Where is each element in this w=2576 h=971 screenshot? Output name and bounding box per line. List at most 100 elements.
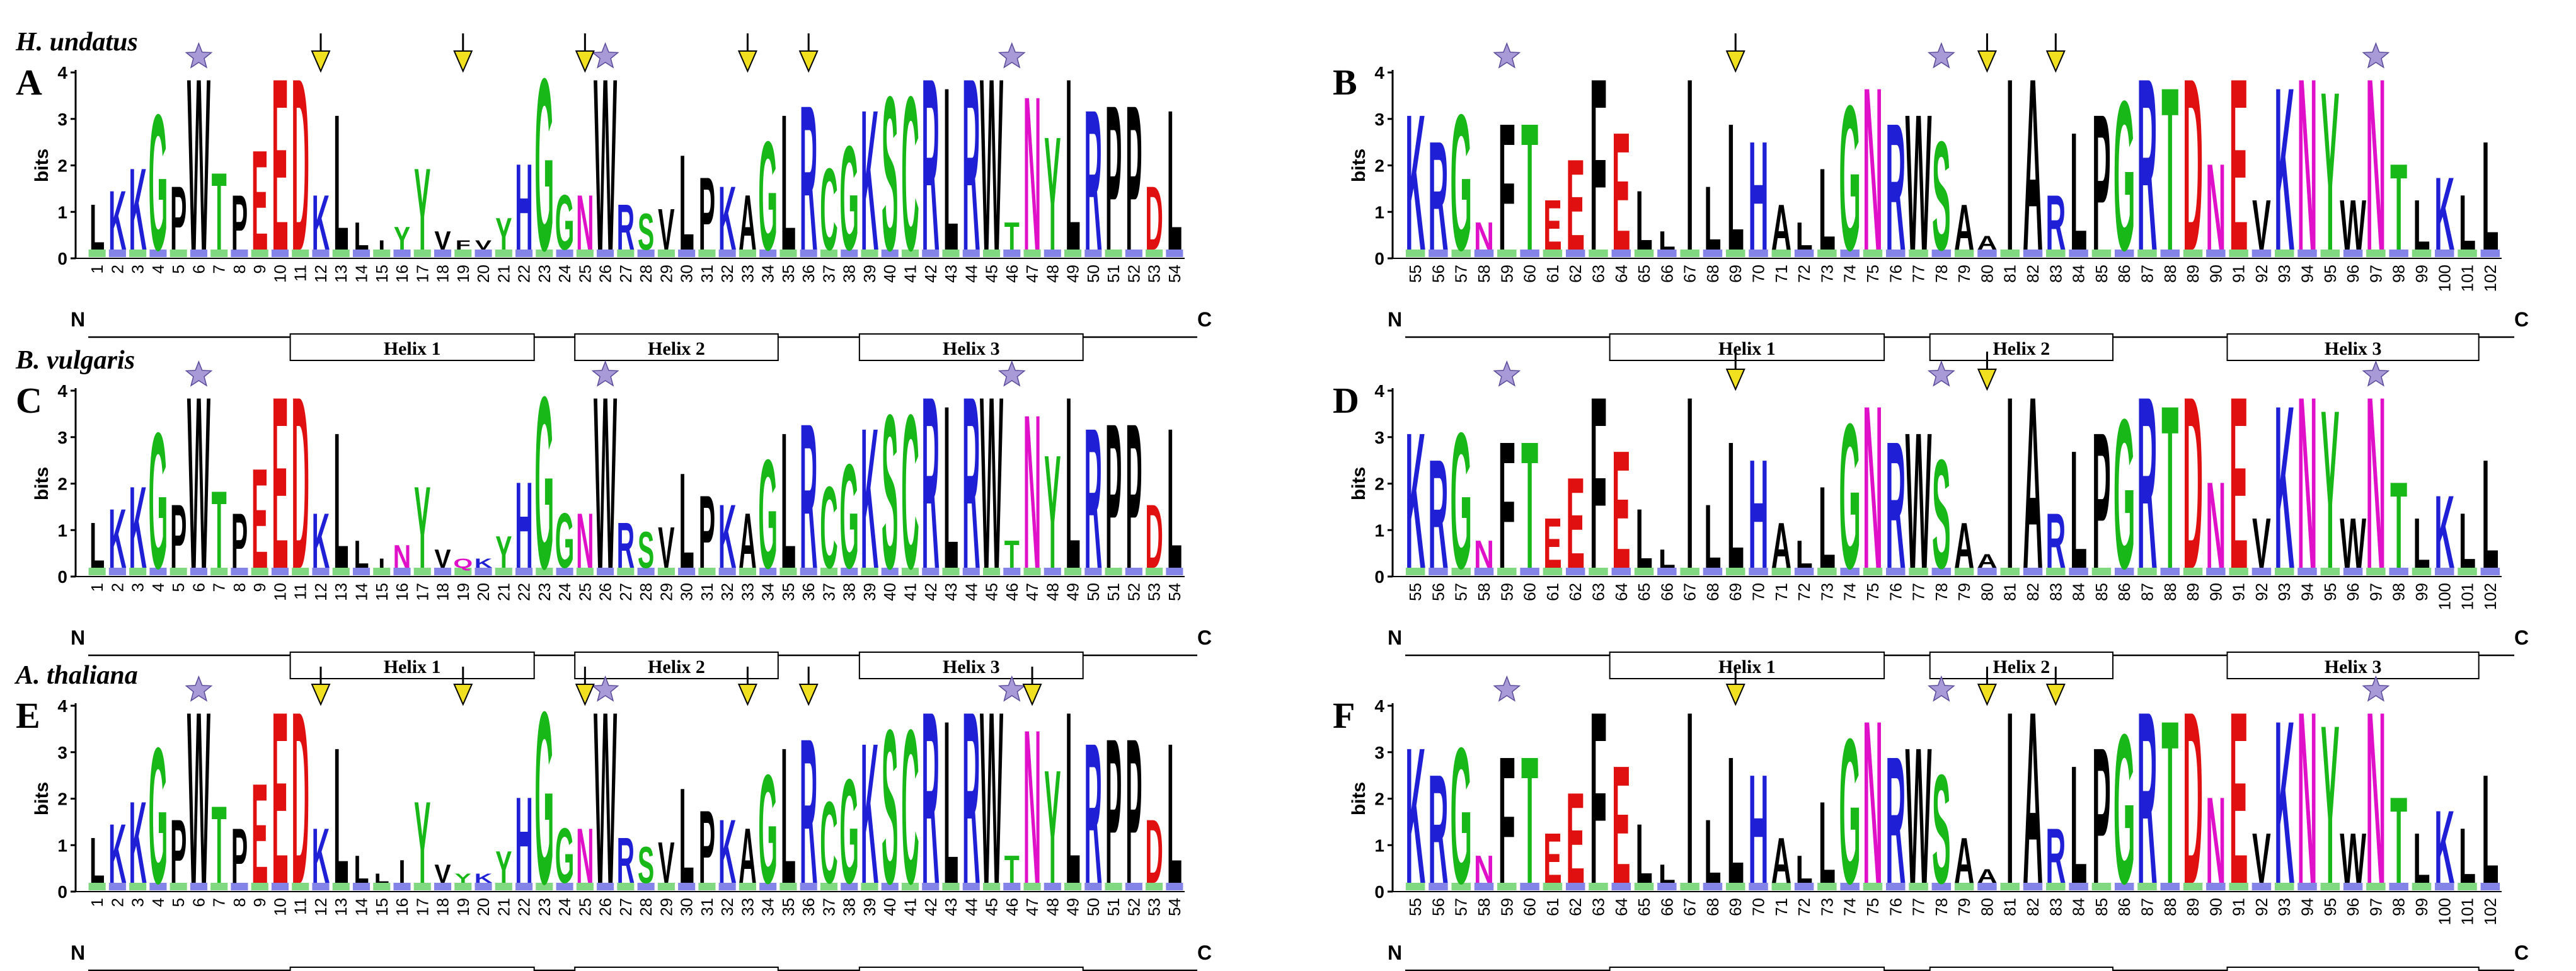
minor-residue-stack (1166, 250, 1183, 257)
position-label: 33 (738, 265, 757, 283)
position-label: 26 (596, 898, 615, 916)
position-label: 62 (1566, 265, 1585, 283)
position-label: 81 (2001, 898, 2020, 916)
helix-label: Helix 3 (943, 338, 1000, 359)
position-label: 89 (2183, 583, 2202, 601)
position-label: 89 (2183, 265, 2202, 283)
minor-residue-stack (129, 250, 147, 257)
minor-residue-stack (2297, 568, 2317, 575)
residue-letter: T (212, 468, 227, 591)
minor-residue-stack (1474, 883, 1494, 890)
residue-letter: I (2006, 660, 2014, 935)
position-label: 28 (636, 583, 655, 601)
position-label: 45 (982, 898, 1001, 916)
position-label: 18 (434, 583, 452, 601)
y-tick-label: 2 (57, 474, 67, 494)
position-label: 27 (616, 898, 635, 916)
position-label: 11 (291, 898, 310, 915)
residue-letter: L (1796, 848, 1813, 892)
position-label: 77 (1909, 898, 1928, 916)
residue-letter: N (576, 813, 594, 899)
residue-letter: C (901, 684, 919, 930)
minor-residue-stack (1611, 250, 1631, 257)
minor-residue-stack (1589, 250, 1608, 257)
minor-residue-stack (1886, 250, 1906, 257)
residue-letter: N (1474, 533, 1494, 577)
residue-letter: L (89, 190, 105, 263)
position-label: 34 (759, 583, 778, 601)
position-label: 9 (250, 265, 269, 273)
position-label: 86 (2115, 583, 2134, 601)
residue-letter: G (1451, 74, 1472, 290)
position-label: 35 (779, 583, 798, 601)
position-label: 60 (1521, 265, 1539, 283)
minor-residue-stack (271, 568, 289, 575)
residue-letter: Q (453, 555, 473, 570)
residue-letter: D (1145, 801, 1163, 902)
minor-residue-stack (2412, 250, 2432, 257)
residue-letter: A (1771, 824, 1791, 897)
residue-letter: L (1819, 777, 1836, 908)
y-tick-label: 3 (1374, 743, 1384, 762)
position-label: 47 (1023, 583, 1042, 601)
minor-residue-stack (373, 250, 391, 257)
minor-residue-stack (901, 883, 919, 890)
position-label: 90 (2206, 898, 2225, 916)
position-label: 49 (1064, 898, 1083, 916)
residue-letter: T (2161, 357, 2178, 618)
residue-letter: N (393, 538, 411, 575)
residue-letter: H (515, 771, 532, 909)
position-label: 94 (2298, 898, 2317, 916)
minor-residue-stack (393, 250, 411, 257)
minor-residue-stack (1543, 250, 1563, 257)
position-label: 10 (270, 583, 289, 601)
minor-residue-stack (861, 568, 878, 575)
residue-letter: S (1932, 427, 1951, 601)
residue-letter: W (594, 345, 618, 620)
residue-letter: L (2070, 731, 2087, 919)
residue-letter: L (2413, 186, 2430, 266)
position-label: 98 (2389, 265, 2408, 283)
minor-residue-stack (170, 568, 187, 575)
residue-letter: L (781, 392, 796, 609)
position-label: 49 (1064, 583, 1083, 601)
residue-letter: A (1771, 508, 1791, 582)
residue-letter: L (2481, 742, 2498, 916)
residue-letter: R (962, 660, 980, 935)
residue-letter: A (1954, 508, 1974, 582)
residue-letter: N (2205, 457, 2226, 595)
position-label: 71 (1772, 898, 1791, 916)
position-label: 46 (1003, 583, 1021, 601)
residue-letter: Y (414, 463, 430, 593)
position-label: 60 (1521, 583, 1539, 601)
minor-residue-stack (2480, 250, 2500, 257)
minor-residue-stack (2320, 250, 2340, 257)
minor-residue-stack (617, 568, 635, 575)
position-label: 96 (2343, 265, 2362, 283)
minor-residue-stack (1634, 250, 1654, 257)
position-label: 9 (250, 898, 269, 907)
position-label: 34 (759, 265, 778, 283)
position-label: 69 (1726, 898, 1745, 916)
position-label: 80 (1977, 265, 1996, 283)
minor-residue-stack (1064, 250, 1082, 257)
minor-residue-stack (1105, 250, 1122, 257)
residue-letter: G (839, 747, 859, 914)
panel-label-E: E (16, 695, 40, 736)
residue-letter: R (617, 824, 635, 897)
position-label: 16 (393, 583, 411, 601)
residue-letter: L (1659, 859, 1676, 889)
minor-residue-stack (2023, 568, 2043, 575)
residue-letter: S (638, 520, 654, 579)
position-label: 102 (2481, 583, 2500, 610)
residue-letter: I (1686, 27, 1693, 302)
star-marker (2362, 360, 2390, 387)
minor-residue-stack (841, 568, 858, 575)
minor-residue-stack (1166, 568, 1183, 575)
star-marker (1493, 360, 1521, 387)
position-label: 80 (1977, 898, 1996, 916)
position-label: 67 (1681, 265, 1699, 283)
minor-residue-stack (1909, 883, 1928, 890)
